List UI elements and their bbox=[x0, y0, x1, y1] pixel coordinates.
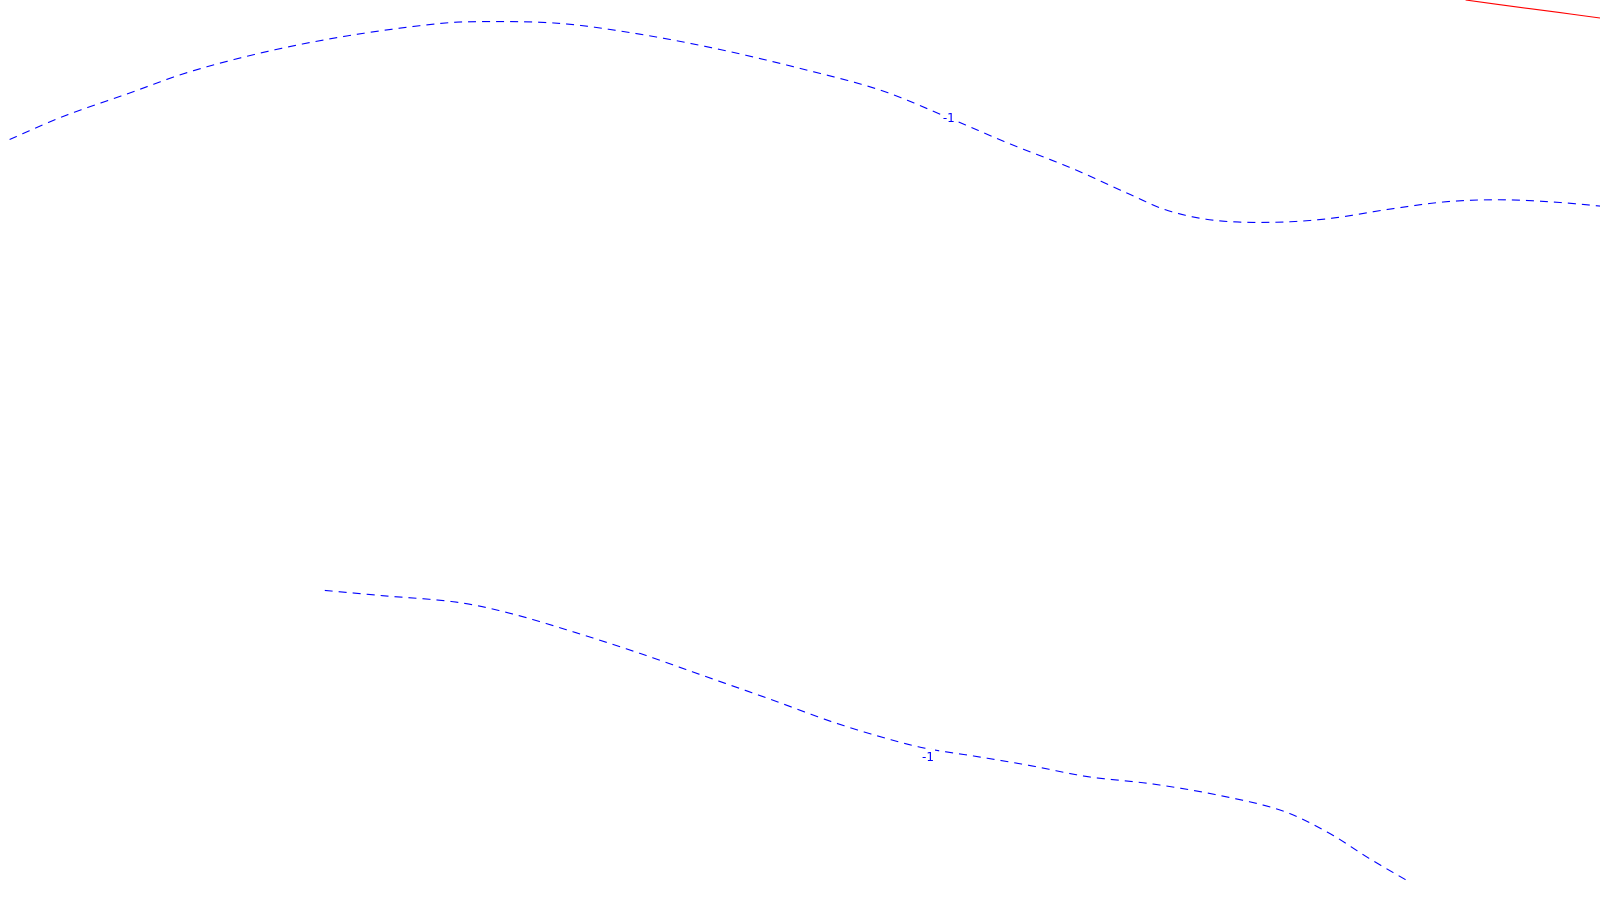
contour-label-gap-2 bbox=[921, 748, 935, 763]
contour-label-1: -1 bbox=[943, 111, 955, 125]
contour-line-3 bbox=[1465, 0, 1600, 19]
contour-line-2 bbox=[324, 589, 1409, 882]
contour-labels: -1 -1 bbox=[921, 109, 956, 764]
contour-label-gap-1 bbox=[941, 109, 956, 124]
contour-label-2: -1 bbox=[922, 750, 934, 764]
contour-line-1 bbox=[9, 20, 1600, 223]
contour-lines bbox=[9, 0, 1600, 882]
